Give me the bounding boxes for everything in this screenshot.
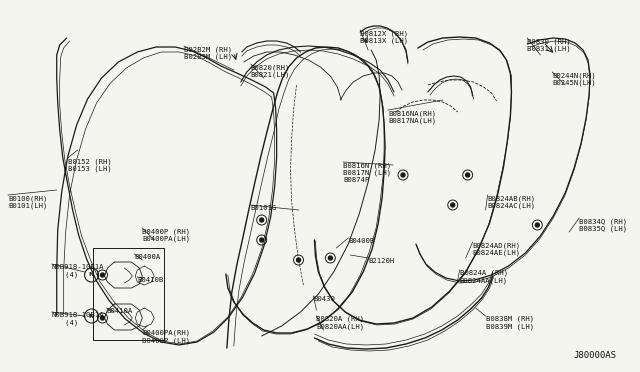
Text: B0812X (RH)
B0813X (LH): B0812X (RH) B0813X (LH) bbox=[360, 30, 408, 44]
Text: B0838M (RH)
B0839M (LH): B0838M (RH) B0839M (LH) bbox=[486, 316, 534, 330]
Text: B0820(RH)
B0821(LH): B0820(RH) B0821(LH) bbox=[251, 64, 290, 78]
Text: B0152 (RH)
B0153 (LH): B0152 (RH) B0153 (LH) bbox=[68, 158, 111, 172]
Text: B0410A: B0410A bbox=[106, 308, 132, 314]
Text: B0101G: B0101G bbox=[251, 205, 277, 211]
Text: N: N bbox=[89, 314, 94, 318]
Text: N0B918-10B1A
   (4): N0B918-10B1A (4) bbox=[52, 264, 104, 278]
Text: B02B2M (RH)
B02B3M (LH): B02B2M (RH) B02B3M (LH) bbox=[184, 46, 232, 60]
Text: B0830 (RH)
B0831 (LH): B0830 (RH) B0831 (LH) bbox=[527, 38, 571, 52]
Text: B0400A: B0400A bbox=[134, 254, 161, 260]
Text: B0820A (RH)
B0820AA(LH): B0820A (RH) B0820AA(LH) bbox=[316, 316, 365, 330]
Text: B0824AD(RH)
B0824AE(LH): B0824AD(RH) B0824AE(LH) bbox=[473, 242, 521, 256]
Text: N0B918-10B1A
   (4): N0B918-10B1A (4) bbox=[52, 312, 104, 326]
Text: B0430: B0430 bbox=[314, 296, 335, 302]
Text: B2120H: B2120H bbox=[368, 258, 394, 264]
Circle shape bbox=[296, 258, 301, 262]
Circle shape bbox=[535, 223, 540, 227]
Text: B0824A (RH)
B0824AA(LH): B0824A (RH) B0824AA(LH) bbox=[460, 270, 508, 284]
Text: B0400P (RH)
B0400PA(LH): B0400P (RH) B0400PA(LH) bbox=[142, 228, 191, 242]
Circle shape bbox=[466, 173, 470, 177]
Text: B0100(RH)
B0101(LH): B0100(RH) B0101(LH) bbox=[8, 195, 47, 209]
Text: B0824AB(RH)
B0824AC(LH): B0824AB(RH) B0824AC(LH) bbox=[488, 195, 536, 209]
Text: B0816NA(RH)
B0817NA(LH): B0816NA(RH) B0817NA(LH) bbox=[388, 110, 436, 124]
Circle shape bbox=[328, 256, 332, 260]
Text: J80000AS: J80000AS bbox=[574, 351, 617, 360]
Text: B0400PA(RH)
B0400P (LH): B0400PA(RH) B0400P (LH) bbox=[142, 330, 191, 344]
Text: B0400B: B0400B bbox=[348, 238, 374, 244]
Circle shape bbox=[451, 203, 455, 207]
Text: B0410B: B0410B bbox=[138, 277, 164, 283]
Circle shape bbox=[100, 316, 104, 320]
Circle shape bbox=[100, 273, 104, 277]
Text: B0816N (RH)
B0817N (LH)
B0874P: B0816N (RH) B0817N (LH) B0874P bbox=[343, 162, 392, 183]
Text: B0244N(RH)
B0245N(LH): B0244N(RH) B0245N(LH) bbox=[552, 72, 596, 86]
Circle shape bbox=[401, 173, 405, 177]
Circle shape bbox=[260, 218, 264, 222]
Circle shape bbox=[260, 238, 264, 242]
Text: B0834Q (RH)
B0835Q (LH): B0834Q (RH) B0835Q (LH) bbox=[579, 218, 627, 232]
Text: N: N bbox=[89, 273, 94, 278]
